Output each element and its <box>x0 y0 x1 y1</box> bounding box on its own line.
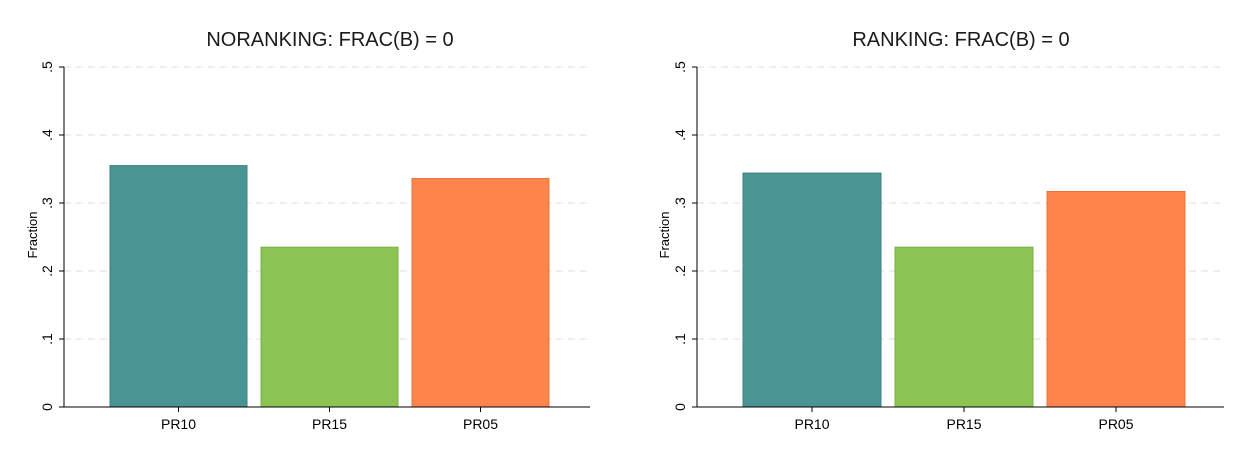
bar-pr10 <box>109 165 248 408</box>
x-tick-label: PR05 <box>1098 416 1133 432</box>
x-tick-label: PR10 <box>161 416 196 432</box>
y-axis-label: Fraction <box>657 212 672 259</box>
x-tick-label: PR15 <box>946 416 981 432</box>
y-tick-label: .2 <box>39 265 55 277</box>
bar-layer <box>109 165 550 408</box>
y-tick-label: .4 <box>672 129 688 141</box>
bar-pr05 <box>1046 190 1186 408</box>
y-tick-label: .3 <box>672 197 688 209</box>
bar-pr05 <box>411 178 550 408</box>
y-tick-label: 0 <box>672 403 688 411</box>
chart-noranking: NORANKING: FRAC(B) = 0 Fraction 0 .1 .2 .3.… <box>25 29 590 432</box>
chart-title: RANKING: FRAC(B) = 0 <box>852 29 1069 51</box>
x-tick-label: PR05 <box>463 416 498 432</box>
axis-layer: 0 .1 .2 .3 .4 .5 PR10 PR15 PR05 <box>39 61 590 432</box>
y-tick-label: .1 <box>672 333 688 345</box>
y-tick-label: .1 <box>39 333 55 345</box>
y-axis-label: Fraction <box>25 212 40 259</box>
y-tick-label: .5 <box>672 61 688 73</box>
x-tick-label: PR15 <box>312 416 347 432</box>
bar-pr10 <box>742 172 882 408</box>
axis-layer: 0 .1 .2 .3 .4 .5 PR10 PR15 PR05 <box>672 61 1224 432</box>
y-tick-label: .5 <box>39 61 55 73</box>
y-tick-label: 0 <box>39 403 55 411</box>
chart-title: NORANKING: FRAC(B) = 0 <box>206 29 453 51</box>
y-tick-label: .2 <box>672 265 688 277</box>
x-tick-label: PR10 <box>794 416 829 432</box>
bar-pr15 <box>260 246 399 408</box>
y-tick-label: .4 <box>39 129 55 141</box>
bar-pr15 <box>894 246 1034 408</box>
bar-layer <box>742 172 1186 408</box>
y-tick-label: .3 <box>39 197 55 209</box>
chart-ranking: RANKING: FRAC(B) = 0 Fraction 0 .1 .2 .3 .4.… <box>657 29 1224 432</box>
